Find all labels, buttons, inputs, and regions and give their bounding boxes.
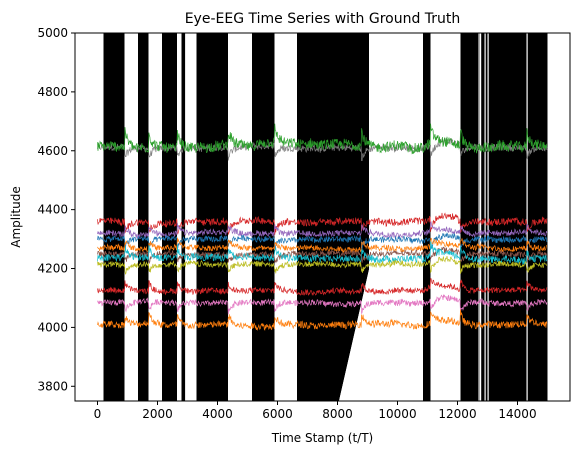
ground-truth-band-9 <box>460 33 548 401</box>
x-tick-label-7: 14000 <box>498 407 536 421</box>
series-line-1 <box>97 123 548 155</box>
y-axis: 3800 4000 4200 4400 4600 4800 5000 <box>37 26 75 393</box>
y-tick-label-6: 5000 <box>37 26 68 40</box>
ground-truth-gap-0 <box>478 33 480 401</box>
x-tick-label-1: 2000 <box>142 407 173 421</box>
y-tick-label-1: 4000 <box>37 320 68 334</box>
ground-truth-band-4 <box>196 33 228 401</box>
plot-area <box>97 33 548 401</box>
series-line-7 <box>97 241 548 265</box>
x-tick-label-3: 6000 <box>262 407 293 421</box>
y-tick-label-5: 4800 <box>37 85 68 99</box>
ground-truth-gap-3 <box>487 33 489 401</box>
plot-frame <box>74 32 571 402</box>
ground-truth-gap-1 <box>480 33 482 401</box>
series-line-5 <box>97 237 548 254</box>
ground-truth-band-3 <box>181 33 186 401</box>
x-tick-label-2: 4000 <box>202 407 233 421</box>
ground-truth-band-fill <box>339 33 369 401</box>
ground-truth-gap-2 <box>484 33 486 401</box>
ground-truth-band-8 <box>423 33 431 401</box>
x-axis-label: Time Stamp (t/T) <box>271 431 373 445</box>
series-line-9 <box>97 278 548 297</box>
x-tick-label-4: 8000 <box>322 407 353 421</box>
chart-title: Eye-EEG Time Series with Ground Truth <box>185 11 461 27</box>
ground-truth-transition-2 <box>339 33 423 401</box>
x-tick-label-5: 10000 <box>378 407 416 421</box>
series-line-11 <box>97 309 548 331</box>
series-line-6 <box>97 246 548 265</box>
series-line-4 <box>97 232 548 251</box>
series-line-3 <box>97 221 548 239</box>
x-axis: 0 2000 4000 6000 8000 10000 12000 14000 <box>94 401 537 421</box>
series-line-10 <box>97 294 548 315</box>
x-tick-label-0: 0 <box>94 407 102 421</box>
y-axis-label: Amplitude <box>9 186 23 248</box>
ground-truth-band-6 <box>297 33 339 401</box>
ground-truth-band-5 <box>252 33 275 401</box>
ground-truth-band-1 <box>138 33 149 401</box>
ground-truth-gap-4 <box>526 33 528 401</box>
series-line-2 <box>97 212 548 236</box>
y-tick-label-3: 4400 <box>37 203 68 217</box>
ground-truth-band-0 <box>103 33 125 401</box>
y-tick-label-4: 4600 <box>37 144 68 158</box>
series-line-8 <box>97 255 548 275</box>
ground-truth-band-2 <box>162 33 177 401</box>
x-tick-label-6: 12000 <box>438 407 476 421</box>
y-tick-label-2: 4200 <box>37 262 68 276</box>
y-tick-label-0: 3800 <box>37 379 68 393</box>
